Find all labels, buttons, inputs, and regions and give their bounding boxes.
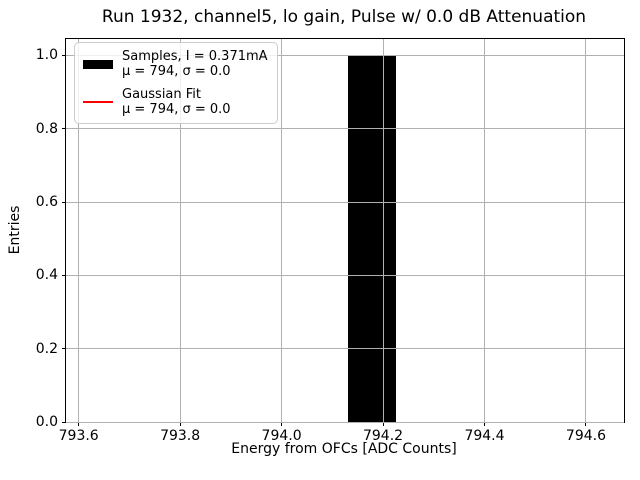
x-tick-label: 794.0	[261, 428, 302, 444]
x-gridline	[281, 39, 283, 422]
y-gridline	[66, 274, 624, 276]
y-tick-label: 0.6	[35, 194, 58, 211]
x-gridline	[78, 39, 80, 422]
legend-entry-samples: Samples, I = 0.371mA μ = 794, σ = 0.0	[83, 49, 268, 79]
legend-stats-gaussian-fit: μ = 794, σ = 0.0	[122, 102, 231, 117]
x-tick-label: 793.6	[58, 428, 99, 444]
x-tick-mark	[484, 422, 485, 426]
x-tick-label: 794.4	[464, 428, 505, 444]
x-gridline	[484, 39, 485, 422]
legend-entry-text: Gaussian Fit μ = 794, σ = 0.0	[122, 87, 231, 117]
legend-entry-gaussian-fit: Gaussian Fit μ = 794, σ = 0.0	[83, 87, 268, 117]
legend-entry-text: Samples, I = 0.371mA μ = 794, σ = 0.0	[122, 49, 268, 79]
legend-label-gaussian-fit: Gaussian Fit	[122, 87, 202, 102]
gaussian-fit-line-swatch-icon	[83, 101, 113, 103]
legend-swatch-column	[83, 59, 113, 69]
legend: Samples, I = 0.371mA μ = 794, σ = 0.0 Ga…	[74, 42, 278, 124]
y-gridline	[66, 128, 624, 130]
y-tick-mark	[62, 128, 66, 130]
legend-stats-samples: μ = 794, σ = 0.0	[122, 64, 231, 79]
y-tick-label: 0.4	[35, 267, 58, 284]
x-tick-label: 793.8	[160, 428, 201, 444]
y-tick-mark	[62, 274, 66, 276]
x-gridline	[179, 39, 181, 422]
x-tick-label: 794.6	[565, 428, 606, 444]
x-tick-label: 794.2	[362, 428, 404, 444]
x-axis-label: Energy from OFCs [ADC Counts]	[231, 441, 457, 457]
y-tick-label: 0.2	[35, 340, 58, 357]
x-gridline	[382, 39, 384, 422]
x-tick-mark	[281, 422, 283, 426]
y-gridline	[66, 421, 624, 423]
x-tick-mark	[179, 422, 181, 426]
x-tick-mark	[78, 422, 80, 426]
x-tick-mark	[585, 422, 587, 426]
y-tick-label: 1.0	[35, 47, 58, 64]
chart-title: Run 1932, channel5, lo gain, Pulse w/ 0.…	[101, 7, 587, 27]
x-tick-mark	[382, 422, 384, 426]
plot-area: Samples, I = 0.371mA μ = 794, σ = 0.0 Ga…	[36, 38, 625, 444]
histogram-bar	[347, 55, 396, 422]
y-gridline	[66, 54, 624, 56]
x-gridline	[585, 39, 587, 422]
y-tick-mark	[62, 201, 66, 203]
y-tick-mark	[62, 54, 66, 56]
y-gridline	[66, 201, 624, 203]
legend-label-samples: Samples, I = 0.371mA	[122, 49, 268, 64]
y-tick-mark	[62, 421, 66, 423]
legend-swatch-column	[83, 101, 113, 103]
y-tick-label: 0.0	[35, 414, 58, 430]
y-tick-label: 0.8	[35, 120, 58, 137]
samples-histogram-swatch-icon	[83, 59, 113, 69]
y-axis-label: Entries	[7, 205, 23, 255]
y-tick-mark	[62, 348, 66, 350]
y-gridline	[66, 348, 624, 350]
